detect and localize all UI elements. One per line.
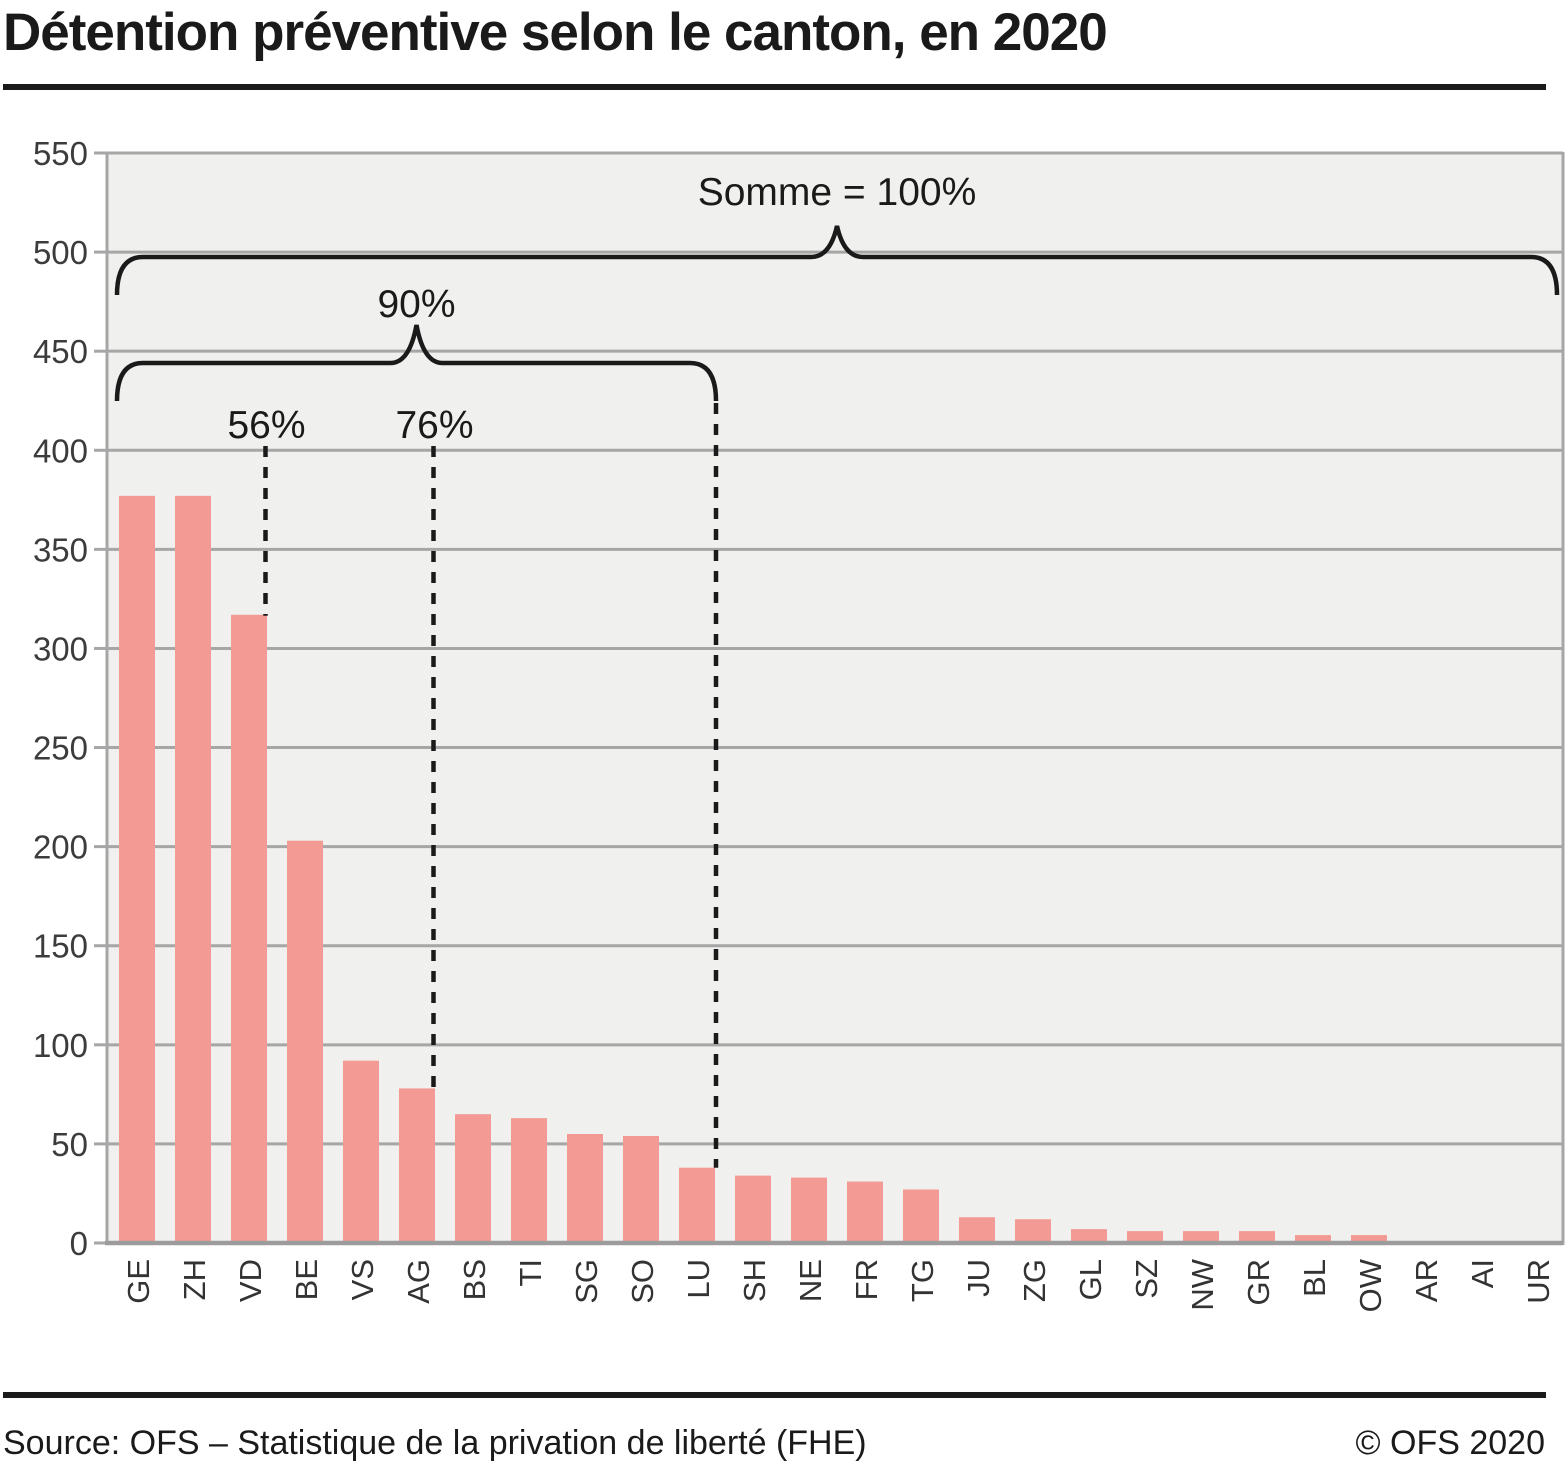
x-axis-label-zg: ZG [1017,1259,1052,1302]
x-axis-label-bs: BS [457,1259,492,1300]
x-axis-label-sh: SH [737,1259,772,1302]
x-axis-label-vs: VS [345,1259,380,1300]
bar-gl [1071,1229,1107,1243]
bar-bl [1295,1235,1331,1243]
y-axis-label: 200 [33,829,88,866]
y-axis-label: 500 [33,234,88,271]
bar-ow [1351,1235,1387,1243]
x-axis-label-ar: AR [1409,1259,1444,1302]
x-axis-label-ow: OW [1353,1258,1388,1312]
x-axis-label-bl: BL [1297,1259,1332,1297]
x-axis-label-sz: SZ [1129,1259,1164,1299]
brace-Somme100 [114,225,1560,296]
annotation-label: 56% [227,404,305,447]
x-axis-label-ai: AI [1465,1259,1500,1288]
x-axis-label-sg: SG [569,1259,604,1304]
bar-zg [1015,1219,1051,1243]
plot-area [107,153,1563,1243]
x-axis-label-ur: UR [1521,1259,1556,1304]
bar-ne [791,1177,827,1243]
y-axis-label: 550 [33,135,88,172]
bar-vs [343,1060,379,1243]
x-axis-label-ge: GE [121,1259,156,1304]
x-axis-label-gl: GL [1073,1259,1108,1300]
bar-vd [231,614,267,1243]
bar-lu [679,1167,715,1243]
brace-90 [114,324,719,402]
y-axis-label: 300 [33,630,88,667]
annotation-label: 90% [377,283,455,326]
x-axis-label-ju: JU [961,1259,996,1297]
y-axis-label: 100 [33,1027,88,1064]
y-axis-label: 350 [33,531,88,568]
y-axis-label: 400 [33,432,88,469]
y-axis-label: 150 [33,928,88,965]
y-axis-label: 250 [33,730,88,767]
x-axis-label-nw: NW [1185,1258,1220,1310]
x-axis-label-ne: NE [793,1259,828,1302]
x-axis-label-zh: ZH [177,1259,212,1300]
x-axis-label-vd: VD [233,1259,268,1302]
bar-sh [735,1175,771,1243]
footer-copyright: © OFS 2020 [1355,1424,1545,1462]
x-axis-label-tg: TG [905,1259,940,1302]
bar-nw [1183,1231,1219,1243]
bar-sg [567,1134,603,1243]
annotation-label: Somme = 100% [698,171,977,214]
x-axis-label-gr: GR [1241,1259,1276,1306]
y-axis-label: 450 [33,333,88,370]
bar-bs [455,1114,491,1243]
bar-ti [511,1118,547,1243]
bar-fr [847,1181,883,1243]
chart-title: Détention préventive selon le canton, en… [3,3,1108,62]
bar-be [287,840,323,1243]
bar-ag [399,1088,435,1243]
x-axis-label-ti: TI [513,1259,548,1287]
x-axis-label-fr: FR [849,1259,884,1300]
y-axis-label: 0 [70,1225,88,1262]
x-axis-label-so: SO [625,1259,660,1304]
bar-so [623,1135,659,1243]
y-axis-label: 50 [51,1126,88,1163]
x-axis-label-lu: LU [681,1259,716,1299]
bar-tg [903,1189,939,1243]
bar-gr [1239,1231,1275,1243]
bar-sz [1127,1231,1163,1243]
footer-source: Source: OFS – Statistique de la privatio… [3,1424,867,1462]
title-rule [3,84,1546,90]
annotation-label: 76% [395,404,473,447]
footer-rule [3,1392,1546,1398]
x-axis-label-be: BE [289,1259,324,1300]
bar-ge [119,495,155,1243]
bar-zh [175,495,211,1243]
bar-ju [959,1217,995,1243]
x-axis-label-ag: AG [401,1259,436,1304]
